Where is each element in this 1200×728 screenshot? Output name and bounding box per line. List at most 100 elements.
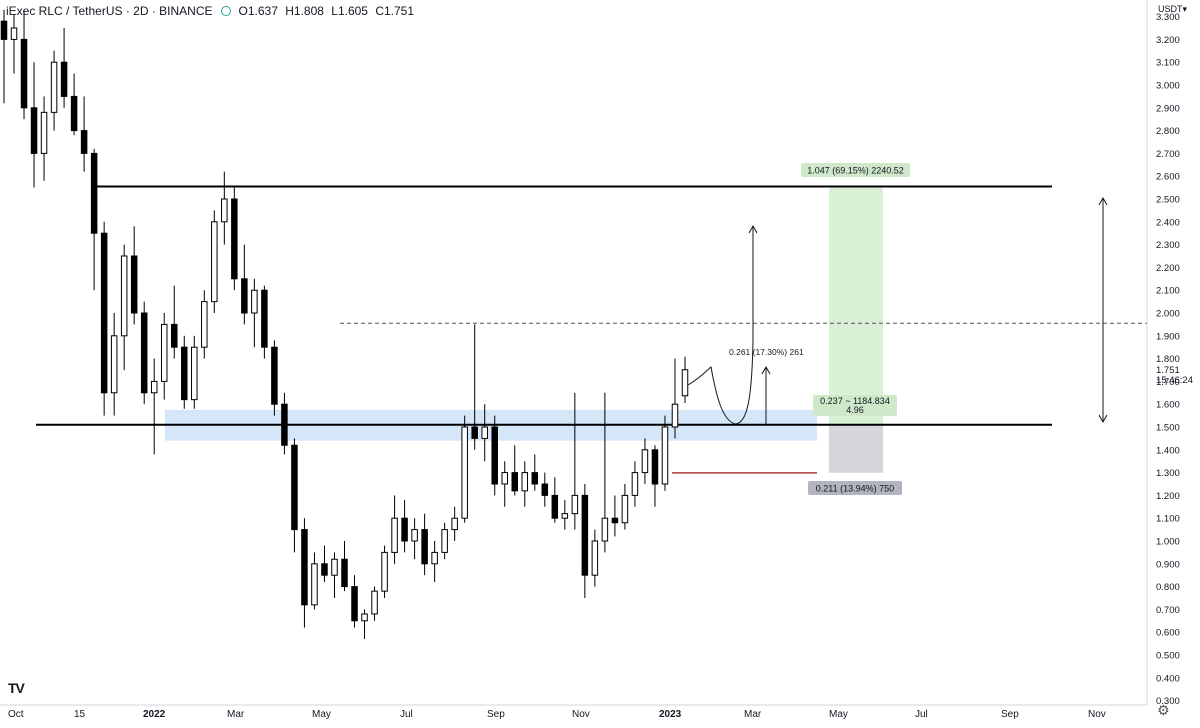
candle-body[interactable] xyxy=(381,551,388,592)
candle-body[interactable] xyxy=(601,517,609,542)
y-tick-label: 1.900 xyxy=(1156,331,1180,342)
currency-unit-label: USDT xyxy=(1158,4,1183,14)
candle-body[interactable] xyxy=(371,590,378,615)
candle-body[interactable] xyxy=(531,472,539,485)
candle-body[interactable] xyxy=(481,426,488,439)
candle-body[interactable] xyxy=(281,403,288,446)
candle-body[interactable] xyxy=(561,513,569,519)
candle-body[interactable] xyxy=(10,27,18,40)
measure-label: 0.261 (17.30%) 261 xyxy=(729,347,804,357)
x-tick-label: Nov xyxy=(572,709,590,720)
candle-body[interactable] xyxy=(221,198,228,223)
target-zone[interactable] xyxy=(829,186,883,425)
candle-body[interactable] xyxy=(130,255,138,314)
candle-body[interactable] xyxy=(651,449,659,485)
candle-body[interactable] xyxy=(60,61,68,97)
x-tick-label: Jul xyxy=(915,709,928,720)
candle-body[interactable] xyxy=(611,517,619,524)
symbol-title[interactable]: iExec RLC / TetherUS · 2D · BINANCE xyxy=(6,4,213,18)
candle-body[interactable] xyxy=(181,346,188,401)
y-tick-label: 0.400 xyxy=(1156,673,1180,684)
candle-body[interactable] xyxy=(551,494,559,519)
candle-body[interactable] xyxy=(331,558,338,576)
candle-body[interactable] xyxy=(0,20,8,40)
candle-body[interactable] xyxy=(100,232,108,394)
candle-body[interactable] xyxy=(471,426,478,439)
candle-body[interactable] xyxy=(661,426,669,485)
candle-body[interactable] xyxy=(170,323,178,348)
candle-body[interactable] xyxy=(401,517,408,542)
candle-body[interactable] xyxy=(431,551,438,565)
candle-body[interactable] xyxy=(201,301,208,348)
candle-body[interactable] xyxy=(40,111,48,154)
candle-body[interactable] xyxy=(271,346,278,405)
y-tick-label: 1.200 xyxy=(1156,491,1180,502)
candle-body[interactable] xyxy=(451,517,458,531)
candle-body[interactable] xyxy=(641,449,649,474)
symbol-header: iExec RLC / TetherUS · 2D · BINANCE O1.6… xyxy=(6,4,418,18)
candle-body[interactable] xyxy=(511,472,519,492)
candle-body[interactable] xyxy=(90,152,98,234)
candle-body[interactable] xyxy=(50,61,58,113)
candle-body[interactable] xyxy=(150,380,158,394)
candle-body[interactable] xyxy=(341,558,348,588)
rr-label-box xyxy=(813,395,897,416)
stop-zone[interactable] xyxy=(829,424,883,473)
candle-body[interactable] xyxy=(681,369,689,397)
y-tick-label: 1.600 xyxy=(1156,400,1180,411)
candle-body[interactable] xyxy=(291,444,298,531)
y-tick-label: 2.900 xyxy=(1156,103,1180,114)
candle-body[interactable] xyxy=(261,289,268,348)
candle-body[interactable] xyxy=(301,529,308,606)
target-label-box xyxy=(801,163,910,177)
candle-body[interactable] xyxy=(541,483,549,496)
gear-icon[interactable]: ⚙ xyxy=(1157,702,1170,718)
candle-body[interactable] xyxy=(521,472,529,492)
y-tick-label: 1.100 xyxy=(1156,514,1180,525)
candle-body[interactable] xyxy=(20,38,28,109)
y-tick-label: 2.300 xyxy=(1156,240,1180,251)
candle-body[interactable] xyxy=(621,494,629,524)
candle-body[interactable] xyxy=(461,426,468,519)
candle-body[interactable] xyxy=(421,529,428,565)
y-tick-label: 2.600 xyxy=(1156,172,1180,183)
currency-unit-dropdown[interactable]: USDT▾ xyxy=(1158,4,1187,15)
low-value: L1.605 xyxy=(331,4,368,18)
candle-body[interactable] xyxy=(501,472,508,485)
candle-body[interactable] xyxy=(391,517,398,553)
candle-body[interactable] xyxy=(70,95,78,132)
candle-body[interactable] xyxy=(491,426,498,485)
candle-body[interactable] xyxy=(251,289,258,314)
candle-body[interactable] xyxy=(571,494,579,515)
candle-body[interactable] xyxy=(321,563,328,576)
candle-body[interactable] xyxy=(211,221,218,303)
y-tick-label: 1.400 xyxy=(1156,445,1180,456)
candle-body[interactable] xyxy=(231,198,238,280)
y-tick-label: 1.300 xyxy=(1156,468,1180,479)
candle-body[interactable] xyxy=(591,540,599,576)
candle-body[interactable] xyxy=(80,130,88,154)
candle-body[interactable] xyxy=(241,278,248,314)
candle-body[interactable] xyxy=(361,613,368,622)
candle-body[interactable] xyxy=(120,255,128,337)
candle-body[interactable] xyxy=(351,586,358,622)
tradingview-logo: TV xyxy=(8,680,25,696)
candle-body[interactable] xyxy=(191,346,198,401)
candle-body[interactable] xyxy=(160,323,168,382)
candle-body[interactable] xyxy=(110,335,118,394)
projection-path[interactable] xyxy=(687,226,754,425)
candle-body[interactable] xyxy=(441,529,448,553)
candle-body[interactable] xyxy=(581,494,589,576)
candle-body[interactable] xyxy=(311,563,318,606)
candle-body[interactable] xyxy=(140,312,148,394)
high-value: H1.808 xyxy=(285,4,324,18)
candle-body[interactable] xyxy=(411,529,418,542)
y-tick-label: 2.400 xyxy=(1156,217,1180,228)
candle-body[interactable] xyxy=(671,403,679,428)
candle-body[interactable] xyxy=(631,472,639,496)
y-tick-label: 0.700 xyxy=(1156,605,1180,616)
y-tick-label: 2.500 xyxy=(1156,195,1180,206)
candle-body[interactable] xyxy=(30,107,38,154)
